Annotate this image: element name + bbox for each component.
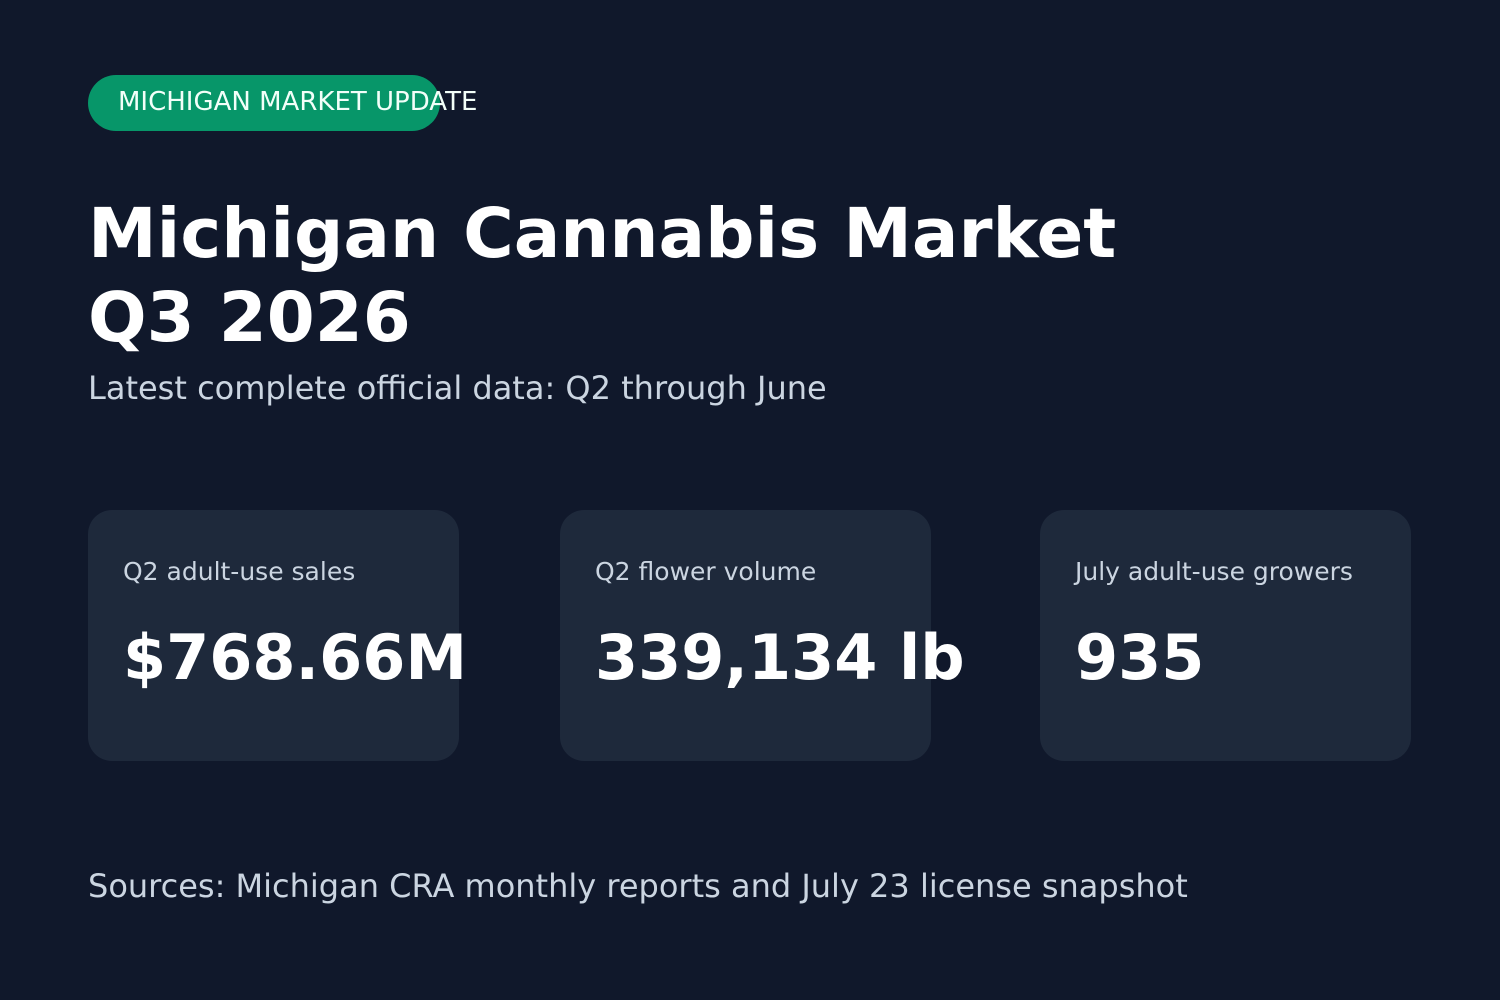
market-update-badge xyxy=(88,75,440,131)
stat-value: $768.66M xyxy=(123,621,468,694)
stat-value: 339,134 lb xyxy=(595,621,965,694)
page-subtitle: Latest complete official data: Q2 throug… xyxy=(88,369,827,407)
stat-label: Q2 adult-use sales xyxy=(123,557,356,586)
sources-footnote: Sources: Michigan CRA monthly reports an… xyxy=(88,867,1188,905)
stat-card-growers: July adult-use growers 935 xyxy=(1040,510,1411,761)
stat-label: Q2 flower volume xyxy=(595,557,817,586)
title-line-2: Q3 2026 xyxy=(88,278,411,358)
page-title: Michigan Cannabis Market Q3 2026 xyxy=(88,192,1288,360)
title-line-1: Michigan Cannabis Market xyxy=(88,194,1117,274)
badge-label: MICHIGAN MARKET UPDATE xyxy=(118,87,478,117)
stat-label: July adult-use growers xyxy=(1075,557,1353,586)
stat-card-flower-volume: Q2 flower volume 339,134 lb xyxy=(560,510,965,761)
stat-value: 935 xyxy=(1075,621,1205,694)
stat-card-sales: Q2 adult-use sales $768.66M xyxy=(88,510,467,761)
